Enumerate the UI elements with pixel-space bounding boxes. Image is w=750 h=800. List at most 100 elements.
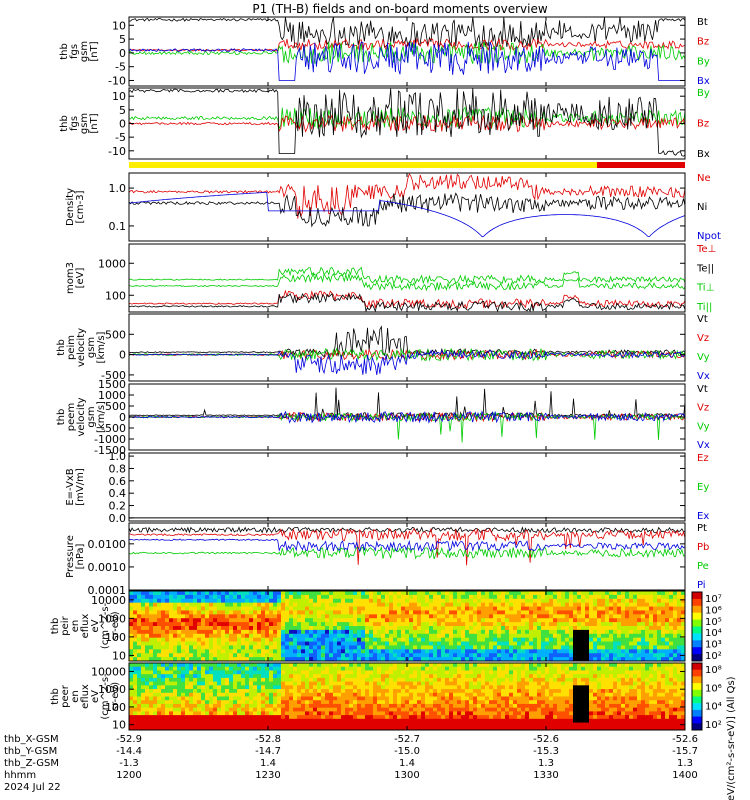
colorbar-tick: 10⁸ [705,665,722,676]
legend-entry: Vt [697,314,708,325]
y-axis-label: [cm-3] [75,190,86,223]
series-line-bz [129,38,685,52]
legend-entry: Ey [697,482,709,493]
y-tick-label: 0.0100 [88,538,127,551]
y-axis-label: [km/s] [96,331,107,363]
y-tick-label: 1.0 [109,450,127,463]
colorbar-tick: 10³ [705,640,722,651]
colorbar-tick: 10⁶ [705,605,722,616]
series-line-pb [129,527,685,566]
y-tick-label: 0 [119,47,126,60]
x-tick-value: -15.7 [672,746,698,757]
y-axis-label: velocity [76,397,87,436]
y-tick-label: -500 [101,422,126,435]
x-tick-value: 1300 [394,770,419,781]
y-axis-label: (cm^2-s- [100,673,111,720]
panel-p4: 1000 100 mom3 [eV] Te⊥ Te|| Ti⊥ Ti|| [65,243,716,313]
y-tick-label: 0.1 [109,220,127,233]
y-axis-label: thb [59,43,70,60]
y-tick-label: 10 [112,90,126,103]
x-tick-value: -14.4 [116,746,142,757]
y-axis-label: en [70,690,81,703]
y-tick-label: -10 [108,75,126,88]
legend-entry: Bz [697,37,709,48]
panel-p8: 0.0100 0.0010 0.0001 Pressure [nPa] Pt Pb Pe Pi [65,522,709,597]
y-axis-label: eflux [80,684,91,709]
y-tick-label: 10 [112,719,126,732]
y-tick-label: 1000 [98,389,126,402]
y-tick-label: 1000 [98,257,126,270]
y-tick-label: -5 [115,131,126,144]
legend-entry: Pe [697,561,709,572]
y-axis-label: eV [90,690,101,703]
colorbar-tick: 10⁴ [705,628,722,639]
y-axis-label: [nT] [89,41,100,61]
y-tick-label: -1000 [94,433,126,446]
legend-entry: Ex [697,511,709,522]
series-line-vx [129,409,685,424]
y-tick-label: 0 [119,118,126,131]
status-segment [129,162,597,168]
y-axis-label: en [70,620,81,633]
y-axis-label: mom3 [65,262,76,294]
y-tick-label: 1000 [98,612,126,625]
x-tick-value: -52.8 [255,734,281,745]
series-line-bx [129,41,685,81]
mode-status-bar [129,162,685,168]
y-tick-label: 5 [119,33,126,46]
series-line-bt [129,17,685,49]
x-tick-value: 1330 [533,770,558,781]
series-line-ne [129,173,685,219]
legend-entry: Ne [697,173,711,184]
panel-p10: 10000 1000 100 10 thb peer en eflux eV (cm^2-s-sr… [50,662,686,732]
series-line-pt [129,526,685,534]
y-axis-label: [km/s] [96,401,107,433]
y-axis-label: [nT] [89,113,100,133]
legend-entry: Vt [697,384,708,395]
y-axis-label: velocity [76,328,87,367]
y-axis-label: eflux [80,614,91,639]
x-tick-value: 1.4 [399,758,415,769]
series-line-ti [129,272,685,292]
y-axis-label: peem [66,403,77,431]
colorbar-tick: 10² [705,651,722,662]
panel-frame [128,452,686,522]
y-tick-label: 0.8 [109,463,127,476]
y-tick-label: 0.0001 [88,584,127,597]
y-axis-label: (cm^2-s- [100,602,111,649]
panel-p9: 10000 1000 100 10 thb peir en eflux eV (cm^2-s-sr… [50,590,686,662]
x-tick-value: 1.3 [677,758,693,769]
colorbar-2: 10⁸ 10⁶ 10⁴ 10² [691,662,722,731]
x-tick-value: 1200 [116,770,141,781]
y-tick-label: 500 [105,328,126,341]
legend-entry: Bt [697,17,708,28]
y-axis-label: gsm [79,41,90,62]
y-axis-label: peir [60,615,71,635]
x-tick-value: -52.9 [116,734,142,745]
y-tick-label: 10 [112,649,126,662]
series-line-te [129,289,685,310]
legend-entry: Ti⊥ [696,283,714,294]
y-axis-label: gsm [86,406,97,427]
legend-entry: Vy [697,352,710,363]
legend-entry: Bx [697,76,710,87]
spectrogram-p10 [129,663,685,730]
y-axis-label: [nPa] [75,543,86,569]
y-axis-label: eV [90,619,101,632]
x-row-label: hhmm [4,770,36,781]
legend-entry: Bz [697,119,709,130]
x-tick-value: -15.3 [533,746,559,757]
y-tick-label: 10 [112,19,126,32]
y-axis-label: thb [56,409,67,426]
y-axis-label: fgs [69,44,80,59]
colorbar-tick: 10⁷ [705,594,722,605]
y-axis-label: gsm [79,113,90,134]
y-axis-label: thb [50,618,61,635]
legend-entry: Pb [697,542,709,553]
